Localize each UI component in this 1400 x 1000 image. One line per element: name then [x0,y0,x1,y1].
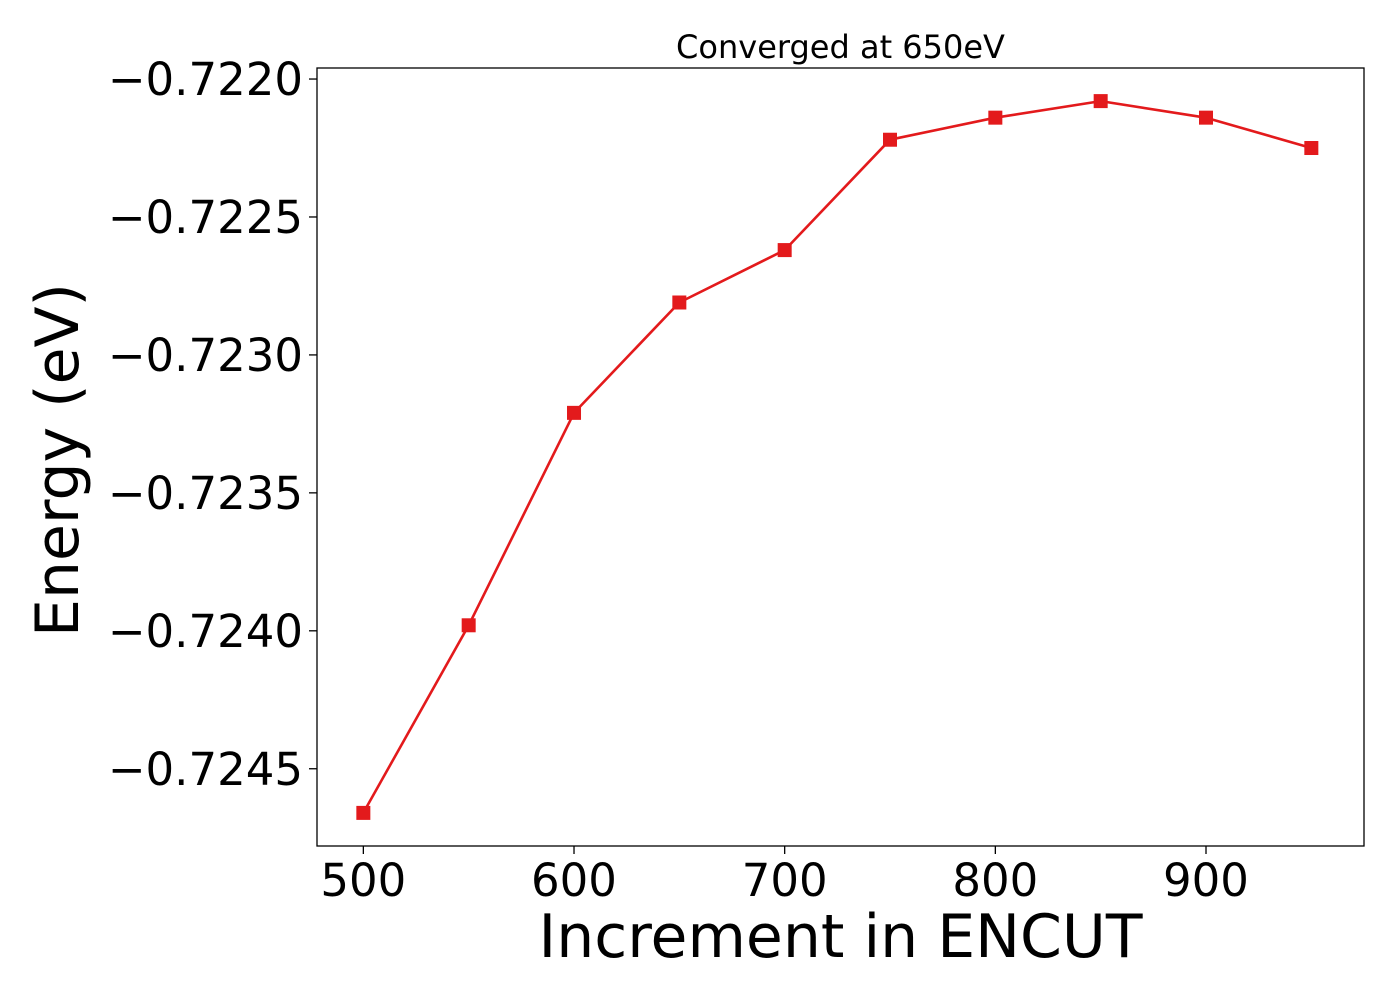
x-tick-label: 800 [952,854,1038,907]
y-axis-ticks: −0.7220 −0.7225 −0.7230 −0.7235 −0.7240 −0.72… [108,53,317,796]
series-line [362,99,1312,814]
y-tick-label: −0.7235 [108,467,303,520]
plot-frame [316,67,1365,847]
data-point-marker [672,295,687,310]
data-point-marker [1304,141,1319,156]
data-point-marker [461,618,476,633]
y-axis-title: Energy (eV) [23,283,93,637]
data-point-marker [356,805,371,820]
data-point-marker [777,243,792,258]
data-point-marker [988,110,1003,125]
y-tick-label: −0.7230 [108,329,303,382]
x-axis-title: Increment in ENCUT [539,902,1143,972]
data-point-marker [1093,94,1108,109]
chart-title: Converged at 650eV [676,28,1005,66]
x-tick-label: 900 [1163,854,1249,907]
y-tick-label: −0.7240 [108,605,303,658]
x-tick-label: 600 [531,854,617,907]
x-axis-ticks: 500 600 700 800 900 [320,846,1249,907]
x-tick-label: 500 [320,854,406,907]
x-tick-label: 700 [742,854,828,907]
data-point-marker [567,405,582,420]
y-tick-label: −0.7225 [108,191,303,244]
y-tick-label: −0.7220 [108,53,303,106]
data-point-marker [1199,110,1214,125]
y-tick-label: −0.7245 [108,743,303,796]
series-layer [356,94,1319,820]
data-point-marker [883,132,898,147]
